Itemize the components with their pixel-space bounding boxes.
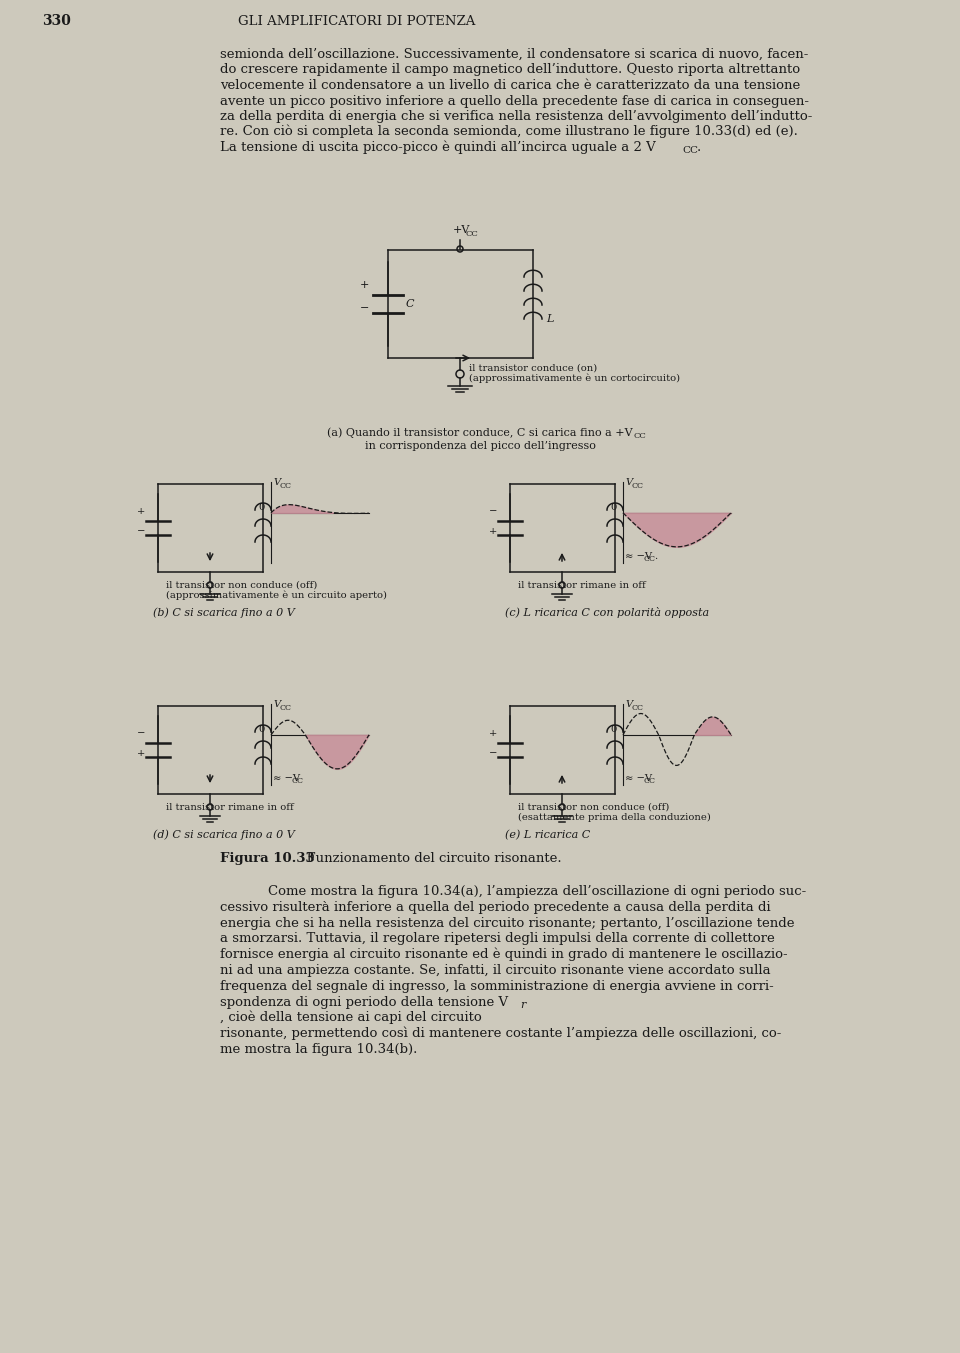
Text: L: L bbox=[546, 314, 553, 323]
Text: +: + bbox=[489, 729, 497, 737]
Text: CC: CC bbox=[280, 482, 292, 490]
Text: Funzionamento del circuito risonante.: Funzionamento del circuito risonante. bbox=[298, 852, 562, 865]
Text: .: . bbox=[654, 552, 658, 561]
Text: +: + bbox=[489, 528, 497, 536]
Text: V: V bbox=[273, 700, 280, 709]
Text: (approssimativamente è un cortocircuito): (approssimativamente è un cortocircuito) bbox=[469, 373, 680, 383]
Text: CC: CC bbox=[292, 777, 304, 785]
Text: CC: CC bbox=[280, 704, 292, 712]
Text: −: − bbox=[137, 729, 145, 737]
Text: re. Con ciò si completa la seconda semionda, come illustrano le figure 10.33(d) : re. Con ciò si completa la seconda semio… bbox=[220, 124, 798, 138]
Text: C: C bbox=[406, 299, 415, 308]
Text: , cioè della tensione ai capi del circuito: , cioè della tensione ai capi del circui… bbox=[220, 1011, 482, 1024]
Text: (a) Quando il transistor conduce, C si carica fino a +V: (a) Quando il transistor conduce, C si c… bbox=[327, 428, 633, 438]
Text: (b) C si scarica fino a 0 V: (b) C si scarica fino a 0 V bbox=[153, 607, 295, 618]
Text: semionda dell’oscillazione. Successivamente, il condensatore si scarica di nuovo: semionda dell’oscillazione. Successivame… bbox=[220, 47, 808, 61]
Text: a smorzarsi. Tuttavia, il regolare ripetersi degli impulsi della corrente di col: a smorzarsi. Tuttavia, il regolare ripet… bbox=[220, 932, 775, 946]
Text: CC: CC bbox=[682, 146, 698, 156]
Text: Figura 10.33: Figura 10.33 bbox=[220, 852, 315, 865]
Text: V: V bbox=[625, 700, 633, 709]
Text: (esattamente prima della conduzione): (esattamente prima della conduzione) bbox=[518, 813, 710, 823]
Text: CC: CC bbox=[633, 432, 646, 440]
Text: (e) L ricarica C: (e) L ricarica C bbox=[505, 829, 590, 840]
Text: GLI AMPLIFICATORI DI POTENZA: GLI AMPLIFICATORI DI POTENZA bbox=[238, 15, 475, 28]
Text: il transistor non conduce (off): il transistor non conduce (off) bbox=[518, 802, 669, 812]
Text: fornisce energia al circuito risonante ed è quindi in grado di mantenere le osci: fornisce energia al circuito risonante e… bbox=[220, 947, 787, 961]
Text: −: − bbox=[489, 750, 497, 758]
Text: risonante, permettendo così di mantenere costante l’ampiezza delle oscillazioni,: risonante, permettendo così di mantenere… bbox=[220, 1027, 781, 1040]
Text: Come mostra la figura 10.34(a), l’ampiezza dell’oscillazione di ogni periodo suc: Come mostra la figura 10.34(a), l’ampiez… bbox=[268, 885, 806, 898]
Text: V: V bbox=[273, 478, 280, 487]
Text: 0: 0 bbox=[258, 503, 264, 511]
Text: velocemente il condensatore a un livello di carica che è caratterizzato da una t: velocemente il condensatore a un livello… bbox=[220, 78, 801, 92]
Text: (c) L ricarica C con polarità opposta: (c) L ricarica C con polarità opposta bbox=[505, 607, 709, 618]
Text: CC: CC bbox=[632, 482, 644, 490]
Text: 330: 330 bbox=[42, 14, 71, 28]
Text: CC: CC bbox=[466, 230, 479, 238]
Text: ≈ −V: ≈ −V bbox=[273, 774, 300, 783]
Text: +V: +V bbox=[453, 225, 470, 235]
Text: (approssimativamente è un circuito aperto): (approssimativamente è un circuito apert… bbox=[166, 590, 387, 599]
Text: avente un picco positivo inferiore a quello della precedente fase di carica in c: avente un picco positivo inferiore a que… bbox=[220, 95, 809, 107]
Text: La tensione di uscita picco-picco è quindi all’incirca uguale a 2 V: La tensione di uscita picco-picco è quin… bbox=[220, 141, 656, 154]
Text: 0: 0 bbox=[610, 503, 616, 511]
Text: +: + bbox=[360, 280, 370, 290]
Text: .: . bbox=[697, 141, 701, 154]
Text: +: + bbox=[137, 750, 145, 758]
Text: il transistor rimane in off: il transistor rimane in off bbox=[518, 580, 646, 590]
Text: +: + bbox=[137, 507, 145, 515]
Text: CC: CC bbox=[632, 704, 644, 712]
Text: (d) C si scarica fino a 0 V: (d) C si scarica fino a 0 V bbox=[153, 829, 295, 840]
Text: ni ad una ampiezza costante. Se, infatti, il circuito risonante viene accordato : ni ad una ampiezza costante. Se, infatti… bbox=[220, 963, 771, 977]
Text: −: − bbox=[137, 528, 145, 536]
Text: V: V bbox=[625, 478, 633, 487]
Text: me mostra la figura 10.34(b).: me mostra la figura 10.34(b). bbox=[220, 1043, 418, 1055]
Text: il transistor rimane in off: il transistor rimane in off bbox=[166, 802, 294, 812]
Text: cessivo risulterà inferiore a quella del periodo precedente a causa della perdit: cessivo risulterà inferiore a quella del… bbox=[220, 901, 771, 913]
Text: −: − bbox=[489, 507, 497, 515]
Text: il transistor non conduce (off): il transistor non conduce (off) bbox=[166, 580, 318, 590]
Text: ≈ −V: ≈ −V bbox=[625, 552, 652, 561]
Text: energia che si ha nella resistenza del circuito risonante; pertanto, l’oscillazi: energia che si ha nella resistenza del c… bbox=[220, 916, 795, 930]
Text: 0: 0 bbox=[258, 725, 264, 733]
Text: za della perdita di energia che si verifica nella resistenza dell’avvolgimento d: za della perdita di energia che si verif… bbox=[220, 110, 812, 123]
Text: −: − bbox=[360, 303, 370, 313]
Text: 0: 0 bbox=[610, 725, 616, 733]
Text: CC: CC bbox=[644, 555, 656, 563]
Text: r: r bbox=[520, 1000, 525, 1009]
Text: in corrispondenza del picco dell’ingresso: in corrispondenza del picco dell’ingress… bbox=[365, 441, 595, 451]
Text: CC: CC bbox=[644, 777, 656, 785]
Text: spondenza di ogni periodo della tensione V: spondenza di ogni periodo della tensione… bbox=[220, 996, 508, 1008]
Text: frequenza del segnale di ingresso, la somministrazione di energia avviene in cor: frequenza del segnale di ingresso, la so… bbox=[220, 980, 774, 993]
Text: il transistor conduce (on): il transistor conduce (on) bbox=[469, 364, 597, 373]
Text: do crescere rapidamente il campo magnetico dell’induttore. Questo riporta altret: do crescere rapidamente il campo magneti… bbox=[220, 64, 800, 77]
Text: ≈ −V: ≈ −V bbox=[625, 774, 652, 783]
